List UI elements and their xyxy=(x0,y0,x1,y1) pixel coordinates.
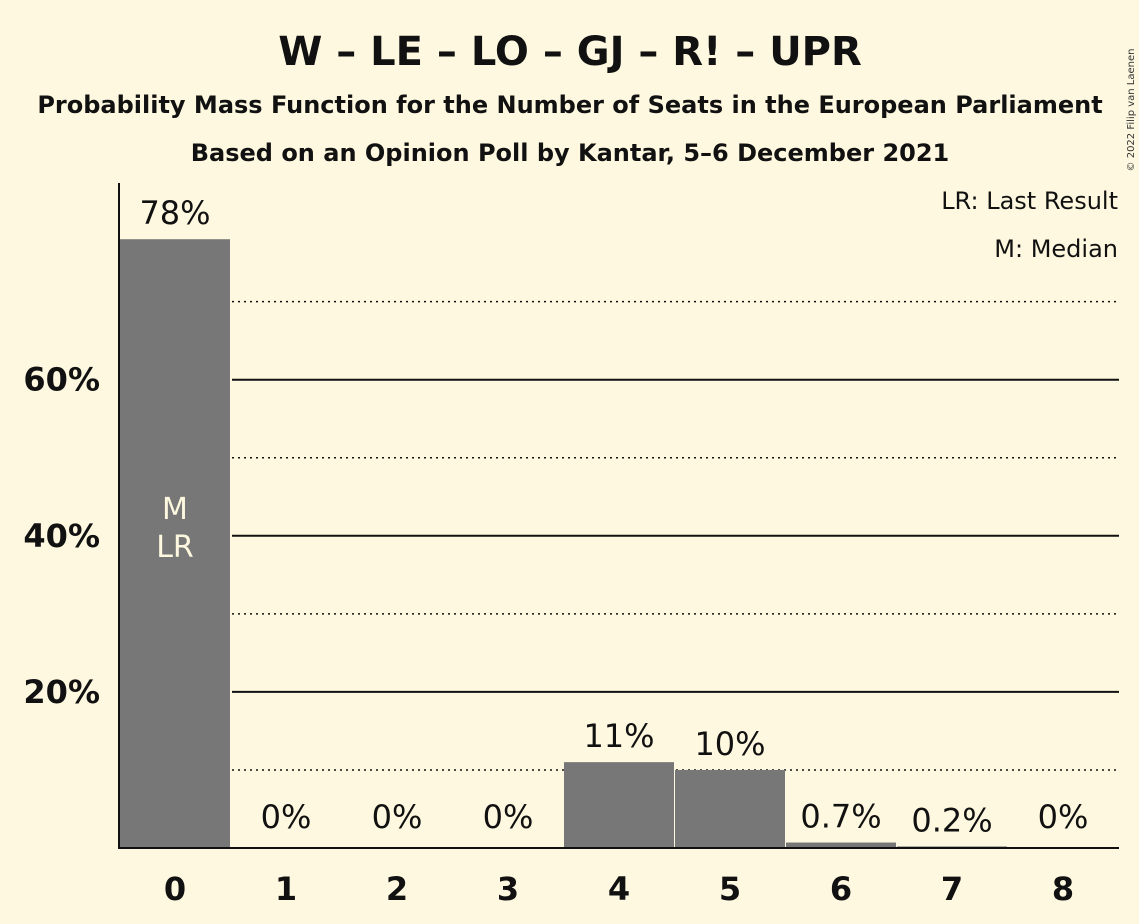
x-tick-label: 4 xyxy=(608,870,630,908)
chart-subtitle-2: Based on an Opinion Poll by Kantar, 5–6 … xyxy=(191,139,950,167)
bar-marker-label: LR xyxy=(156,530,194,565)
x-tick-label: 5 xyxy=(719,870,741,908)
x-tick-label: 8 xyxy=(1052,870,1074,908)
copyright-text: © 2022 Filip van Laenen xyxy=(1126,49,1137,172)
y-tick-label: 40% xyxy=(23,517,100,555)
bar-value-label: 78% xyxy=(139,194,210,232)
x-axis-ticks: 0 1 2 3 4 5 6 7 8 xyxy=(164,870,1074,908)
bar-value-label: 0.7% xyxy=(800,798,881,836)
x-tick-label: 1 xyxy=(275,870,297,908)
legend-median: M: Median xyxy=(994,235,1118,263)
bar xyxy=(564,762,674,848)
data-labels: 78% MLR 0% 0% 0% 11% 10% 0.7% 0.2% 0% xyxy=(139,194,1088,839)
gridlines xyxy=(232,300,1119,771)
bar xyxy=(120,239,230,848)
x-tick-label: 7 xyxy=(941,870,963,908)
bar-value-label: 0% xyxy=(372,798,423,836)
bar-value-label: 0% xyxy=(1038,798,1089,836)
bar-value-label: 0% xyxy=(483,798,534,836)
x-tick-label: 6 xyxy=(830,870,852,908)
bar-value-label: 0% xyxy=(261,798,312,836)
bar xyxy=(786,842,896,848)
x-tick-label: 3 xyxy=(497,870,519,908)
y-tick-label: 60% xyxy=(23,361,100,399)
y-axis-ticks: 20% 40% 60% xyxy=(23,361,100,711)
chart-title: W – LE – LO – GJ – R! – UPR xyxy=(278,29,862,75)
legend-last-result: LR: Last Result xyxy=(941,187,1118,215)
bar xyxy=(675,769,785,848)
bar-value-label: 0.2% xyxy=(911,801,992,839)
y-tick-label: 20% xyxy=(23,673,100,711)
x-tick-label: 2 xyxy=(386,870,408,908)
bar-value-label: 11% xyxy=(583,717,654,755)
x-tick-label: 0 xyxy=(164,870,186,908)
chart-subtitle: Probability Mass Function for the Number… xyxy=(37,91,1102,119)
bar-marker-label: M xyxy=(162,492,188,527)
bars xyxy=(120,239,1007,848)
bar-value-label: 10% xyxy=(694,725,765,763)
